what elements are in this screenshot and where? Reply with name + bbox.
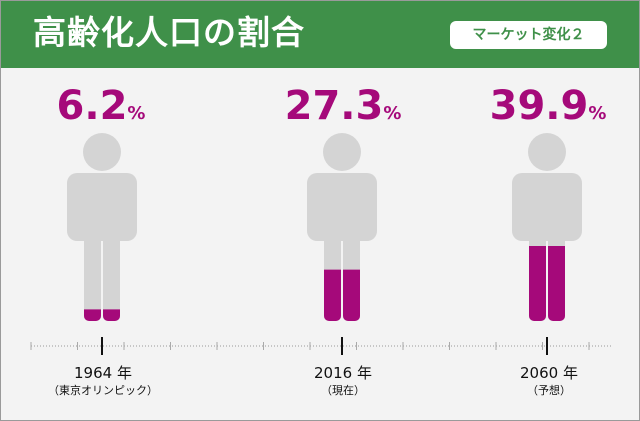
category-year: 1964 年	[74, 364, 132, 382]
person-head	[528, 133, 566, 171]
person-torso	[307, 173, 377, 241]
market-change-badge: マーケット変化２	[450, 21, 607, 49]
category-note: （現在）	[321, 384, 365, 397]
value-number: 6.2	[56, 83, 128, 129]
person-torso	[512, 173, 582, 241]
value-label-2060: 39.9%	[478, 83, 618, 129]
value-label-2016: 27.3%	[273, 83, 413, 129]
category-year: 2016 年	[314, 364, 372, 382]
category-label-2016: 2016 年 （現在）	[263, 363, 423, 399]
category-note: （東京オリンピック）	[48, 384, 158, 397]
category-year: 2060 年	[520, 364, 578, 382]
value-number: 27.3	[284, 83, 384, 129]
value-number: 39.9	[489, 83, 589, 129]
value-label-1964: 6.2%	[31, 83, 171, 129]
person-bar-1	[67, 133, 137, 321]
category-note: （予想）	[527, 384, 571, 397]
category-label-2060: 2060 年 （予想）	[469, 363, 629, 399]
person-right-leg	[103, 231, 120, 321]
person-value-fill	[529, 245, 565, 321]
value-unit: %	[383, 103, 402, 124]
person-torso	[67, 173, 137, 241]
person-bar-3	[512, 133, 582, 321]
value-unit: %	[127, 103, 146, 124]
person-bar-2	[307, 133, 377, 321]
person-value-fill	[324, 269, 360, 321]
value-unit: %	[588, 103, 607, 124]
header-bar: 高齢化人口の割合 マーケット変化２	[1, 1, 639, 68]
page-title: 高齢化人口の割合	[33, 13, 305, 52]
person-head	[323, 133, 361, 171]
person-head	[83, 133, 121, 171]
category-label-1964: 1964 年 （東京オリンピック）	[23, 363, 183, 399]
person-value-fill	[84, 309, 120, 321]
person-left-leg	[84, 231, 101, 321]
